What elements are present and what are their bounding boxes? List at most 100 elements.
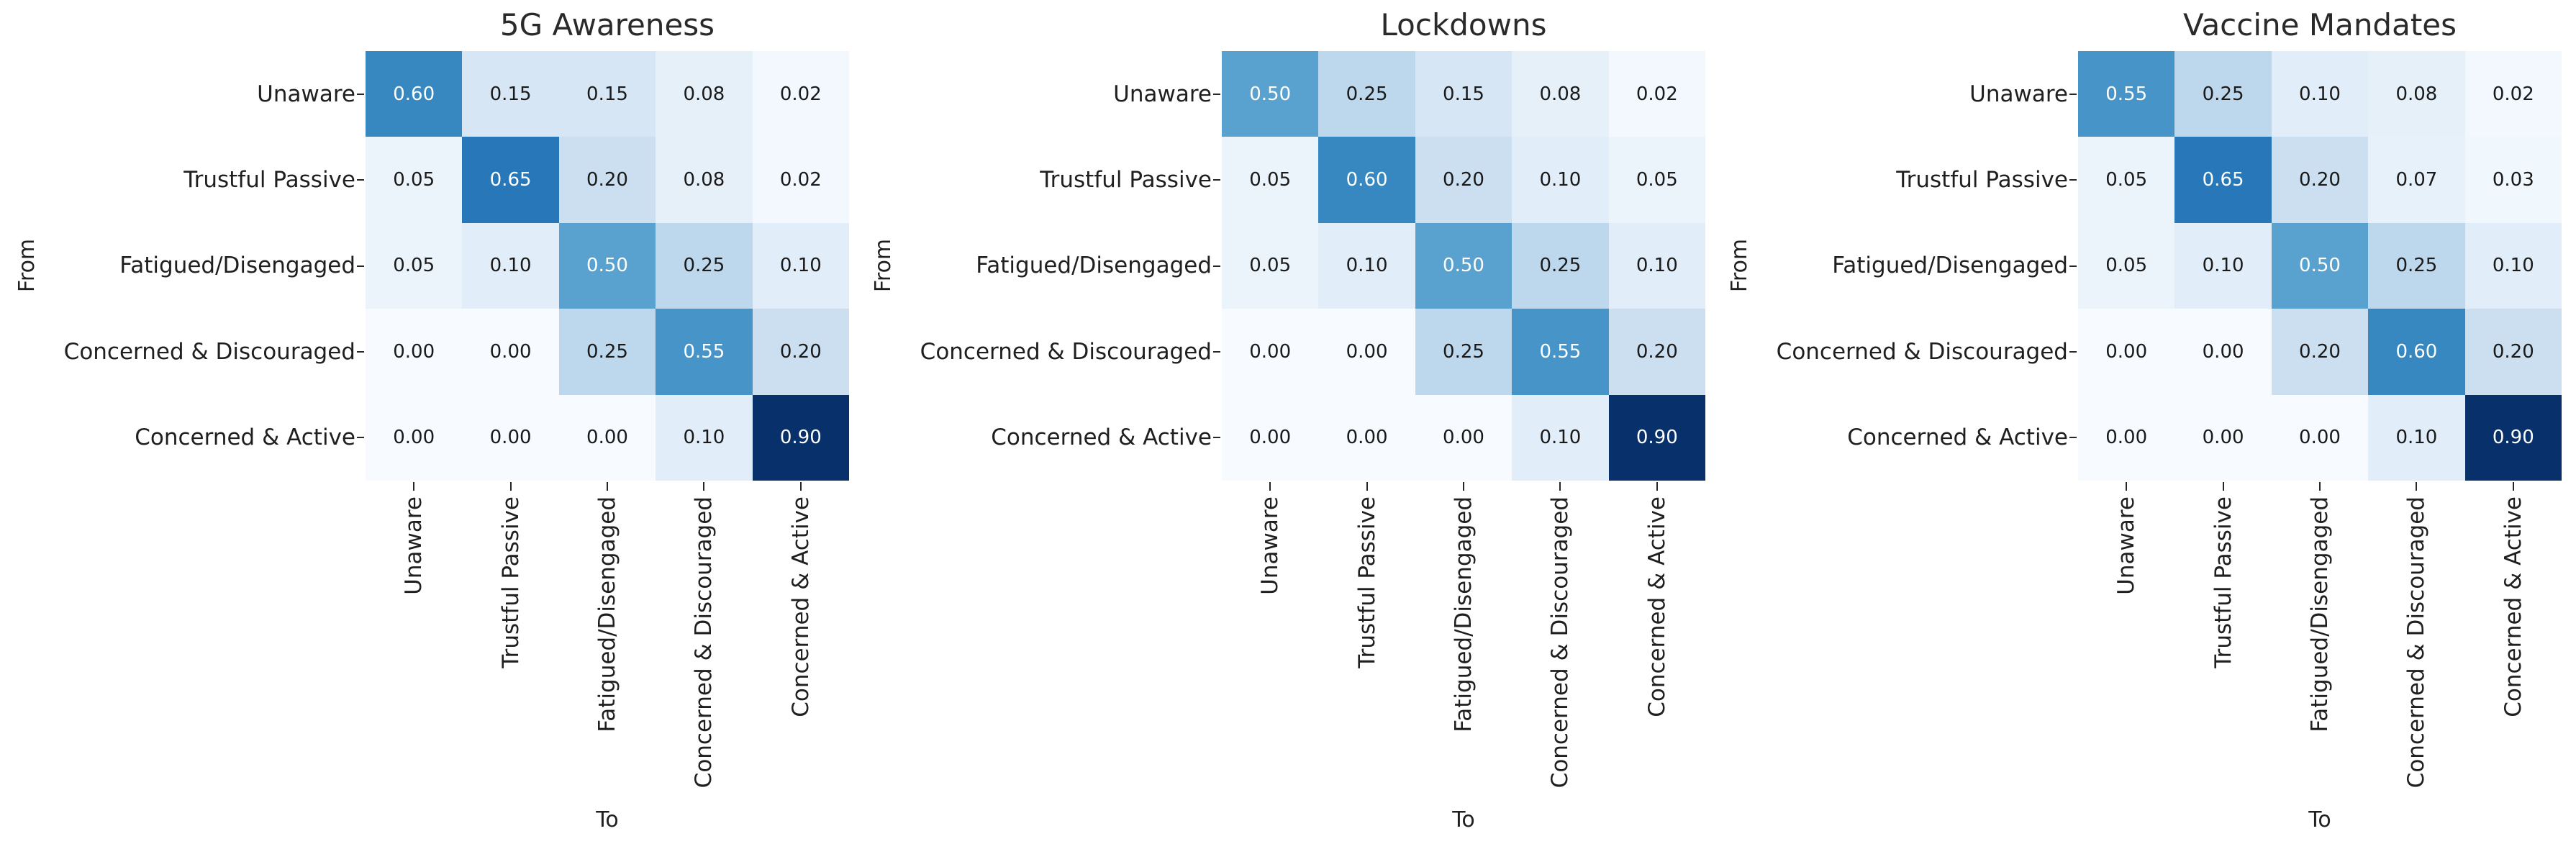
heatmap-cell: 0.50 xyxy=(1222,51,1319,137)
heatmap-cell: 0.55 xyxy=(1512,309,1609,395)
y-tick-mark xyxy=(2069,437,2077,439)
heatmap-cell: 0.25 xyxy=(558,309,656,395)
x-tick-mark xyxy=(1559,482,1561,491)
x-tick-label: Fatigued/Disengaged xyxy=(594,496,620,732)
heatmap-cell: 0.50 xyxy=(558,222,656,309)
heatmap-grid: 0.55 0.25 0.10 0.08 0.02 0.05 0.65 0.20 0.07 0.03… xyxy=(2078,51,2562,481)
heatmap-cell: 0.25 xyxy=(1318,51,1415,137)
heatmap-cell: 0.10 xyxy=(462,222,559,309)
x-tick-mark xyxy=(2416,482,2418,491)
heatmap-cell: 0.20 xyxy=(1415,137,1513,223)
heatmap-panel-5g-awareness: 5G Awareness From Unaware Trustful Passiv… xyxy=(0,0,856,849)
x-tick-mark xyxy=(1269,482,1271,491)
heatmap-cell: 0.00 xyxy=(2174,394,2272,481)
chart-title: 5G Awareness xyxy=(499,7,715,42)
y-tick-label: Fatigued/Disengaged xyxy=(976,253,1212,279)
heatmap-cell: 0.10 xyxy=(1318,222,1415,309)
heatmap-cell: 0.00 xyxy=(462,394,559,481)
heatmap-cell: 0.00 xyxy=(2078,394,2175,481)
heatmap-cell: 0.05 xyxy=(2078,222,2175,309)
y-tick-label: Trustful Passive xyxy=(183,167,355,194)
heatmap-cell: 0.60 xyxy=(366,51,463,137)
heatmap-cell: 0.90 xyxy=(2464,394,2562,481)
y-tick-label: Concerned & Discouraged xyxy=(920,338,1212,365)
y-tick-mark xyxy=(2069,93,2077,95)
heatmap-cell: 0.00 xyxy=(462,309,559,395)
y-tick-mark xyxy=(1213,93,1220,95)
heatmap-panel-vaccine-mandates: Vaccine Mandates From Unaware Trustful Pa… xyxy=(1713,0,2569,849)
heatmap-cell: 0.50 xyxy=(2271,222,2369,309)
heatmap-cell: 0.20 xyxy=(2464,309,2562,395)
heatmap-cell: 0.00 xyxy=(1415,394,1513,481)
x-tick-mark xyxy=(799,482,802,491)
y-tick-label: Unaware xyxy=(1113,81,1212,107)
x-tick-label: Concerned & Discouraged xyxy=(1547,496,1574,789)
y-tick-label: Concerned & Active xyxy=(991,424,1212,451)
x-tick-label: Trustful Passive xyxy=(1353,496,1380,668)
y-tick-label: Trustful Passive xyxy=(1040,167,1212,194)
y-tick-mark xyxy=(1213,437,1220,439)
heatmap-cell: 0.08 xyxy=(656,51,753,137)
y-tick-label: Unaware xyxy=(257,81,355,107)
y-tick-mark xyxy=(2069,179,2077,181)
heatmap-cell: 0.10 xyxy=(1512,137,1609,223)
y-tick-labels: Unaware Trustful Passive Fatigued/Disengag… xyxy=(856,51,1212,481)
heatmap-cell: 0.00 xyxy=(2174,309,2272,395)
heatmap-cell: 0.60 xyxy=(2368,309,2465,395)
heatmap-cell: 0.00 xyxy=(366,394,463,481)
x-tick-label: Unaware xyxy=(1257,496,1284,595)
heatmap-cell: 0.25 xyxy=(1415,309,1513,395)
y-tick-label: Concerned & Active xyxy=(135,424,355,451)
x-tick-mark xyxy=(1366,482,1368,491)
x-tick-mark xyxy=(1463,482,1464,491)
y-tick-mark xyxy=(2069,265,2077,267)
x-tick-label: Unaware xyxy=(2113,496,2140,595)
heatmap-cell: 0.25 xyxy=(656,222,753,309)
heatmap-cell: 0.10 xyxy=(1608,222,1705,309)
heatmap-cell: 0.10 xyxy=(2271,51,2369,137)
chart-title: Vaccine Mandates xyxy=(2182,7,2457,42)
x-tick-label: Fatigued/Disengaged xyxy=(2307,496,2333,732)
heatmap-cell: 0.20 xyxy=(2271,309,2369,395)
x-tick-label: Concerned & Discouraged xyxy=(2403,496,2430,789)
x-axis-label: To xyxy=(2308,807,2331,832)
heatmap-cell: 0.00 xyxy=(558,394,656,481)
x-tick-mark xyxy=(2126,482,2128,491)
heatmap-cell: 0.90 xyxy=(1608,394,1705,481)
heatmap-cell: 0.10 xyxy=(1512,394,1609,481)
heatmap-cell: 0.05 xyxy=(1222,222,1319,309)
chart-title: Lockdowns xyxy=(1380,7,1547,42)
x-tick-mark xyxy=(703,482,705,491)
y-tick-mark xyxy=(357,265,364,267)
heatmap-cell: 0.25 xyxy=(2174,51,2272,137)
y-tick-mark xyxy=(1213,350,1220,353)
x-tick-label: Unaware xyxy=(401,496,427,595)
x-tick-label: Concerned & Active xyxy=(787,496,814,717)
heatmap-cell: 0.55 xyxy=(656,309,753,395)
x-tick-mark xyxy=(607,482,608,491)
heatmap-cell: 0.15 xyxy=(558,51,656,137)
heatmap-grid: 0.50 0.25 0.15 0.08 0.02 0.05 0.60 0.20 0.10 0.05… xyxy=(1222,51,1705,481)
heatmap-cell: 0.10 xyxy=(2368,394,2465,481)
x-tick-mark xyxy=(2319,482,2321,491)
heatmap-cell: 0.00 xyxy=(2271,394,2369,481)
heatmap-cell: 0.03 xyxy=(2464,137,2562,223)
heatmap-cell: 0.20 xyxy=(2271,137,2369,223)
heatmap-cell: 0.02 xyxy=(752,137,849,223)
heatmap-panel-lockdowns: Lockdowns From Unaware Trustful Passive Fa… xyxy=(856,0,1713,849)
y-tick-labels: Unaware Trustful Passive Fatigued/Disengag… xyxy=(1713,51,2068,481)
heatmap-cell: 0.90 xyxy=(752,394,849,481)
heatmap-cell: 0.08 xyxy=(2368,51,2465,137)
heatmap-cell: 0.05 xyxy=(1222,137,1319,223)
y-tick-label: Concerned & Discouraged xyxy=(63,338,355,365)
heatmap-cell: 0.50 xyxy=(1415,222,1513,309)
y-tick-mark xyxy=(357,93,364,95)
y-tick-mark xyxy=(357,437,364,439)
heatmap-cell: 0.00 xyxy=(1222,394,1319,481)
y-tick-label: Unaware xyxy=(1969,81,2068,107)
y-tick-mark xyxy=(2069,350,2077,353)
heatmap-cell: 0.05 xyxy=(366,137,463,223)
y-tick-labels: Unaware Trustful Passive Fatigued/Disengag… xyxy=(0,51,355,481)
heatmap-cell: 0.10 xyxy=(2464,222,2562,309)
